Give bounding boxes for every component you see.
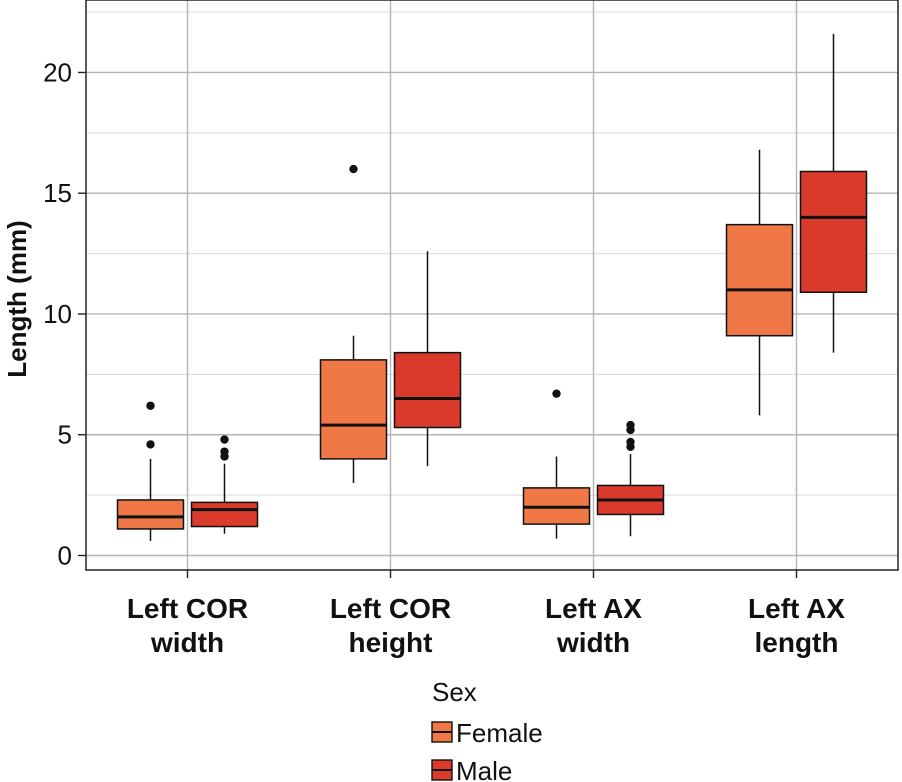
iqr-box: [190, 501, 259, 528]
grid: [86, 0, 898, 570]
box-female: [116, 401, 185, 542]
box-male: [190, 435, 259, 534]
y-tick-label: 10: [43, 299, 72, 329]
outlier-point: [626, 437, 635, 447]
y-tick-label: 15: [43, 178, 72, 208]
box-male: [799, 33, 868, 353]
iqr-box: [116, 499, 185, 530]
outlier-point: [626, 420, 635, 430]
iqr-box: [393, 351, 462, 429]
outlier-point: [146, 440, 155, 449]
x-category-label: Left COR height: [330, 593, 451, 658]
box-male: [393, 251, 462, 467]
x-axis-ticks: Left COR width Left COR height Left AX width L…: [127, 570, 845, 658]
outlier-point: [220, 447, 229, 456]
box-female: [319, 164, 388, 484]
y-axis-ticks: 0 5 10 15 20: [43, 57, 86, 571]
legend-item-male: Male: [431, 756, 512, 782]
outlier-point: [552, 389, 561, 398]
outlier-point: [349, 164, 358, 174]
iqr-box: [319, 359, 388, 460]
x-category-label: Left AX width: [545, 593, 642, 658]
y-tick-label: 20: [43, 57, 72, 87]
legend-item-female: Female: [431, 718, 543, 748]
x-category-label: Left COR width: [127, 593, 248, 658]
iqr-box: [799, 170, 868, 293]
y-tick-label: 5: [58, 420, 72, 450]
box-male: [596, 420, 665, 537]
legend-title: Sex: [432, 677, 477, 707]
plot-frame: [85, 0, 899, 571]
box-female: [522, 389, 591, 539]
outlier-point: [146, 401, 155, 410]
y-tick-label: 0: [58, 541, 72, 571]
box-female: [725, 149, 794, 416]
outlier-point: [220, 435, 229, 444]
legend: Sex Female Male: [431, 677, 543, 782]
x-category-label: Left AX length: [748, 593, 845, 658]
y-axis-title: Length (mm): [2, 220, 32, 377]
boxes: [116, 33, 868, 542]
iqr-box: [725, 223, 794, 337]
legend-label: Female: [456, 718, 543, 748]
legend-label: Male: [456, 756, 512, 782]
